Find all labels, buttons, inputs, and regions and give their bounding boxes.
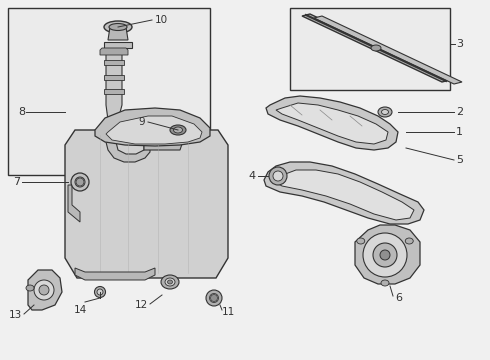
- Circle shape: [39, 285, 49, 295]
- Ellipse shape: [382, 109, 389, 114]
- Polygon shape: [272, 170, 414, 220]
- Ellipse shape: [71, 173, 89, 191]
- Ellipse shape: [168, 280, 172, 284]
- Ellipse shape: [357, 238, 365, 244]
- Polygon shape: [106, 132, 150, 162]
- Ellipse shape: [206, 290, 222, 306]
- Circle shape: [380, 250, 390, 260]
- Polygon shape: [108, 27, 128, 40]
- Bar: [104, 60, 124, 65]
- Ellipse shape: [75, 177, 85, 187]
- Polygon shape: [264, 162, 424, 224]
- Polygon shape: [95, 108, 210, 146]
- Polygon shape: [75, 268, 155, 280]
- Text: 8: 8: [18, 107, 25, 117]
- Polygon shape: [302, 14, 450, 82]
- Circle shape: [269, 167, 287, 185]
- Polygon shape: [106, 48, 122, 138]
- Circle shape: [373, 243, 397, 267]
- Text: 4: 4: [249, 171, 256, 181]
- Ellipse shape: [95, 287, 105, 297]
- Ellipse shape: [26, 285, 34, 291]
- Circle shape: [211, 294, 218, 302]
- Ellipse shape: [173, 127, 182, 133]
- Circle shape: [34, 280, 54, 300]
- Text: 2: 2: [456, 107, 463, 117]
- Polygon shape: [266, 96, 398, 150]
- Text: 1: 1: [456, 127, 463, 137]
- Polygon shape: [65, 130, 228, 278]
- Ellipse shape: [371, 45, 381, 51]
- Polygon shape: [106, 116, 202, 144]
- Polygon shape: [355, 225, 420, 284]
- Text: 10: 10: [155, 15, 168, 25]
- Bar: [290, 8, 450, 90]
- Bar: [8, 8, 210, 175]
- Circle shape: [76, 178, 84, 186]
- Ellipse shape: [381, 280, 389, 286]
- Polygon shape: [314, 16, 462, 84]
- Polygon shape: [100, 48, 128, 55]
- Polygon shape: [276, 103, 388, 144]
- Polygon shape: [28, 270, 62, 310]
- Ellipse shape: [210, 293, 219, 302]
- Text: 3: 3: [456, 39, 463, 49]
- Ellipse shape: [161, 275, 179, 289]
- Ellipse shape: [378, 107, 392, 117]
- Ellipse shape: [109, 23, 127, 31]
- Circle shape: [273, 171, 283, 181]
- Text: 13: 13: [9, 310, 22, 320]
- Circle shape: [363, 233, 407, 277]
- Ellipse shape: [97, 289, 103, 295]
- Polygon shape: [144, 144, 182, 150]
- Text: 5: 5: [456, 155, 463, 165]
- Ellipse shape: [170, 125, 186, 135]
- Bar: [104, 42, 132, 48]
- Bar: [104, 75, 124, 80]
- Bar: [104, 89, 124, 94]
- Text: 12: 12: [135, 300, 148, 310]
- Text: 9: 9: [138, 117, 145, 127]
- Text: 14: 14: [74, 305, 87, 315]
- Ellipse shape: [104, 21, 132, 33]
- Ellipse shape: [405, 238, 413, 244]
- Text: 7: 7: [13, 177, 20, 187]
- Polygon shape: [68, 185, 80, 222]
- Text: 6: 6: [395, 293, 402, 303]
- Ellipse shape: [165, 278, 175, 286]
- Text: 11: 11: [222, 307, 235, 317]
